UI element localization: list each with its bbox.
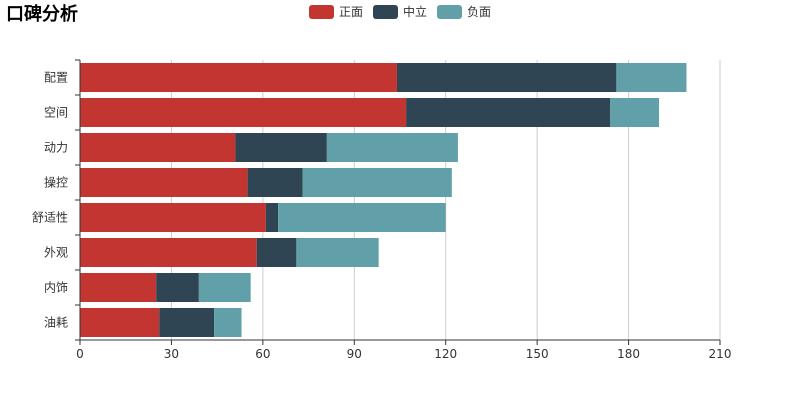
bar-中立: [159, 308, 215, 337]
x-tick-label: 60: [255, 347, 270, 361]
y-tick-label: 动力: [44, 141, 68, 155]
bar-正面: [80, 98, 407, 127]
bar-负面: [278, 203, 446, 232]
y-tick-label: 内饰: [44, 281, 68, 295]
bar-中立: [235, 133, 327, 162]
legend-label: 正面: [339, 5, 363, 19]
bar-正面: [80, 133, 236, 162]
x-tick-label: 210: [709, 347, 732, 361]
bar-正面: [80, 238, 257, 267]
legend-label: 中立: [403, 4, 427, 19]
bar-正面: [80, 203, 266, 232]
x-tick-label: 150: [526, 347, 549, 361]
y-tick-label: 舒适性: [32, 211, 68, 225]
bar-负面: [326, 133, 458, 162]
y-tick-label: 外观: [44, 246, 68, 260]
bar-中立: [396, 63, 617, 92]
legend-label: 负面: [467, 5, 491, 19]
bar-正面: [80, 308, 160, 337]
x-tick-label: 0: [76, 347, 84, 361]
bar-负面: [214, 308, 242, 337]
legend-swatch: [437, 5, 462, 19]
y-tick-label: 空间: [44, 106, 68, 120]
bar-负面: [296, 238, 379, 267]
bar-中立: [256, 238, 297, 267]
bar-中立: [406, 98, 611, 127]
x-tick-label: 120: [434, 347, 457, 361]
y-tick-label: 油耗: [44, 316, 68, 330]
bar-负面: [610, 98, 660, 127]
legend: 正面 中立 负面: [309, 4, 491, 19]
legend-swatch: [309, 5, 334, 19]
bar-正面: [80, 168, 248, 197]
bar-中立: [247, 168, 303, 197]
y-tick-label: 配置: [44, 71, 68, 85]
x-tick-label: 180: [617, 347, 640, 361]
y-tick-label: 操控: [44, 175, 68, 190]
bar-正面: [80, 273, 157, 302]
bars: [80, 63, 687, 337]
bar-中立: [156, 273, 199, 302]
bar-正面: [80, 63, 397, 92]
legend-swatch: [373, 5, 398, 19]
chart-title: 口碑分析: [6, 3, 78, 25]
bar-中立: [265, 203, 279, 232]
bar-负面: [302, 168, 452, 197]
x-tick-label: 90: [347, 347, 362, 361]
bar-负面: [198, 273, 251, 302]
bar-负面: [616, 63, 687, 92]
x-tick-label: 30: [164, 347, 179, 361]
